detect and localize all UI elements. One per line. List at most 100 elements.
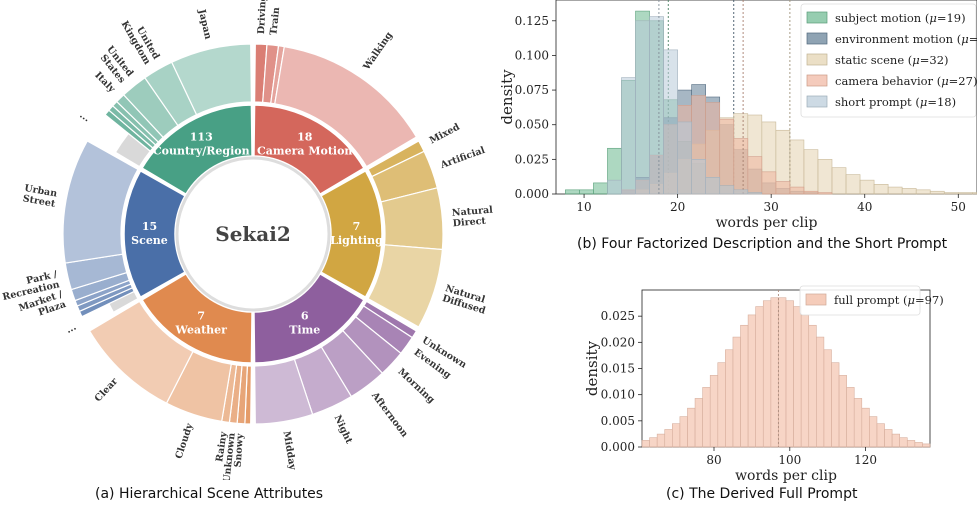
bar [861, 407, 870, 448]
bar [899, 437, 908, 448]
bar [901, 188, 917, 195]
series-short-prompt [607, 16, 763, 195]
segment-camera-motion-name: Camera Motion [257, 144, 352, 157]
bar [869, 416, 878, 448]
x-axis-label: words per clip [735, 468, 837, 484]
bar [691, 159, 706, 195]
segment-lighting-count: 7 [353, 220, 361, 233]
bar [891, 433, 900, 448]
outer-driving-0-0-label: Driving [256, 0, 269, 34]
segment-country-region [141, 104, 253, 196]
x-tick-label: 50 [951, 200, 966, 214]
bar [803, 149, 819, 195]
outer-japan-5-7-label: Japan [196, 7, 214, 40]
center-circle [175, 156, 331, 312]
legend-swatch [806, 95, 828, 108]
segment-camera-motion [253, 104, 365, 196]
bar [914, 442, 923, 448]
legend-swatch [806, 11, 828, 24]
x-tick-label: 10 [576, 200, 591, 214]
outer-snowy-3-1-label: Snowy [233, 433, 246, 468]
bar [972, 192, 977, 195]
bar [957, 192, 973, 195]
y-tick-label: 0.050 [515, 118, 549, 132]
bar [755, 306, 764, 448]
legend-entry-camera-behavior: camera behavior (μ=27) [835, 74, 977, 88]
legend-swatch [806, 32, 828, 45]
bar [635, 20, 650, 195]
outer-midday-2-5 [254, 358, 314, 425]
outer-artificial-1-1-label: Artificial [438, 145, 487, 172]
x-tick-label: 100 [778, 453, 801, 467]
bar [873, 184, 889, 195]
bar [859, 179, 875, 195]
bar [817, 192, 833, 195]
center-label: Sekai2 [215, 222, 291, 246]
bar [719, 118, 735, 195]
outer-natural-diffused-1-3 [367, 244, 444, 328]
segment-country-region-name: Country/Region [153, 144, 250, 157]
bar [607, 179, 622, 195]
outer-mixed-1-0-label: Mixed [428, 121, 462, 146]
y-tick-label: 0.015 [601, 362, 635, 376]
x-tick-label: 80 [706, 453, 721, 467]
segment-camera-motion-count: 18 [297, 130, 313, 143]
outer-walking-0-3-label: Walking [361, 30, 395, 73]
outer-urban-street-4-6 [62, 140, 139, 264]
bar [770, 297, 779, 448]
bar [831, 362, 840, 448]
outer-train-0-1-label: Train [268, 7, 282, 36]
bar [906, 440, 916, 448]
segment-time-name: Time [289, 324, 320, 337]
bar [817, 159, 833, 195]
bar [789, 139, 805, 195]
outer-natural-direct-1-2-label: NaturalDirect [451, 204, 494, 229]
outer---5-0-label: ... [77, 110, 91, 125]
caption-b: (b) Four Factorized Description and the … [577, 236, 948, 252]
legend-swatch [805, 293, 827, 306]
outer-midday-2-5-label: Midday [281, 430, 298, 471]
bar [922, 443, 931, 448]
bar [702, 387, 711, 448]
y-axis-label: density [583, 340, 601, 396]
bar [747, 314, 756, 448]
legend-entry-static-scene: static scene (μ=32) [835, 53, 949, 67]
histogram-c: 80 100 120 0.000 0.005 0.010 0.015 0.020 0.025 wo… [583, 285, 944, 484]
bar [929, 190, 945, 195]
outer-night-2-4-label: Night [332, 413, 355, 446]
outer-walking-0-3 [274, 45, 418, 168]
bar [579, 189, 594, 195]
bar [733, 138, 749, 195]
bar [656, 433, 666, 448]
bar [793, 306, 802, 448]
bar [705, 177, 721, 195]
y-axis-label: density [500, 69, 516, 125]
bar [719, 185, 735, 195]
y-tick-label: 0.025 [515, 152, 549, 166]
y-tick-label: 0.125 [515, 14, 549, 28]
bar [887, 186, 903, 195]
segment-weather-count: 7 [197, 310, 205, 323]
y-tick-label: 0.020 [601, 335, 635, 349]
segment-weather-name: Weather [175, 324, 228, 337]
bar [853, 398, 863, 448]
segment-time-count: 6 [301, 310, 309, 323]
bar [621, 77, 636, 195]
bar [838, 375, 847, 448]
bar [775, 181, 791, 195]
bar [733, 189, 749, 195]
segment-time [253, 272, 365, 364]
outer-urban-street-4-6-label: UrbanStreet [22, 182, 59, 209]
bar [725, 349, 734, 448]
bar [664, 429, 673, 448]
segment-scene [123, 169, 186, 299]
bar [789, 186, 805, 195]
bar [785, 300, 794, 448]
bar [717, 362, 726, 448]
bar [677, 121, 692, 195]
y-tick-label: 0.100 [515, 48, 549, 62]
bar [649, 437, 658, 448]
outer-cloudy-3-4-label: Cloudy [174, 422, 196, 461]
series-full-prompt [641, 297, 931, 448]
